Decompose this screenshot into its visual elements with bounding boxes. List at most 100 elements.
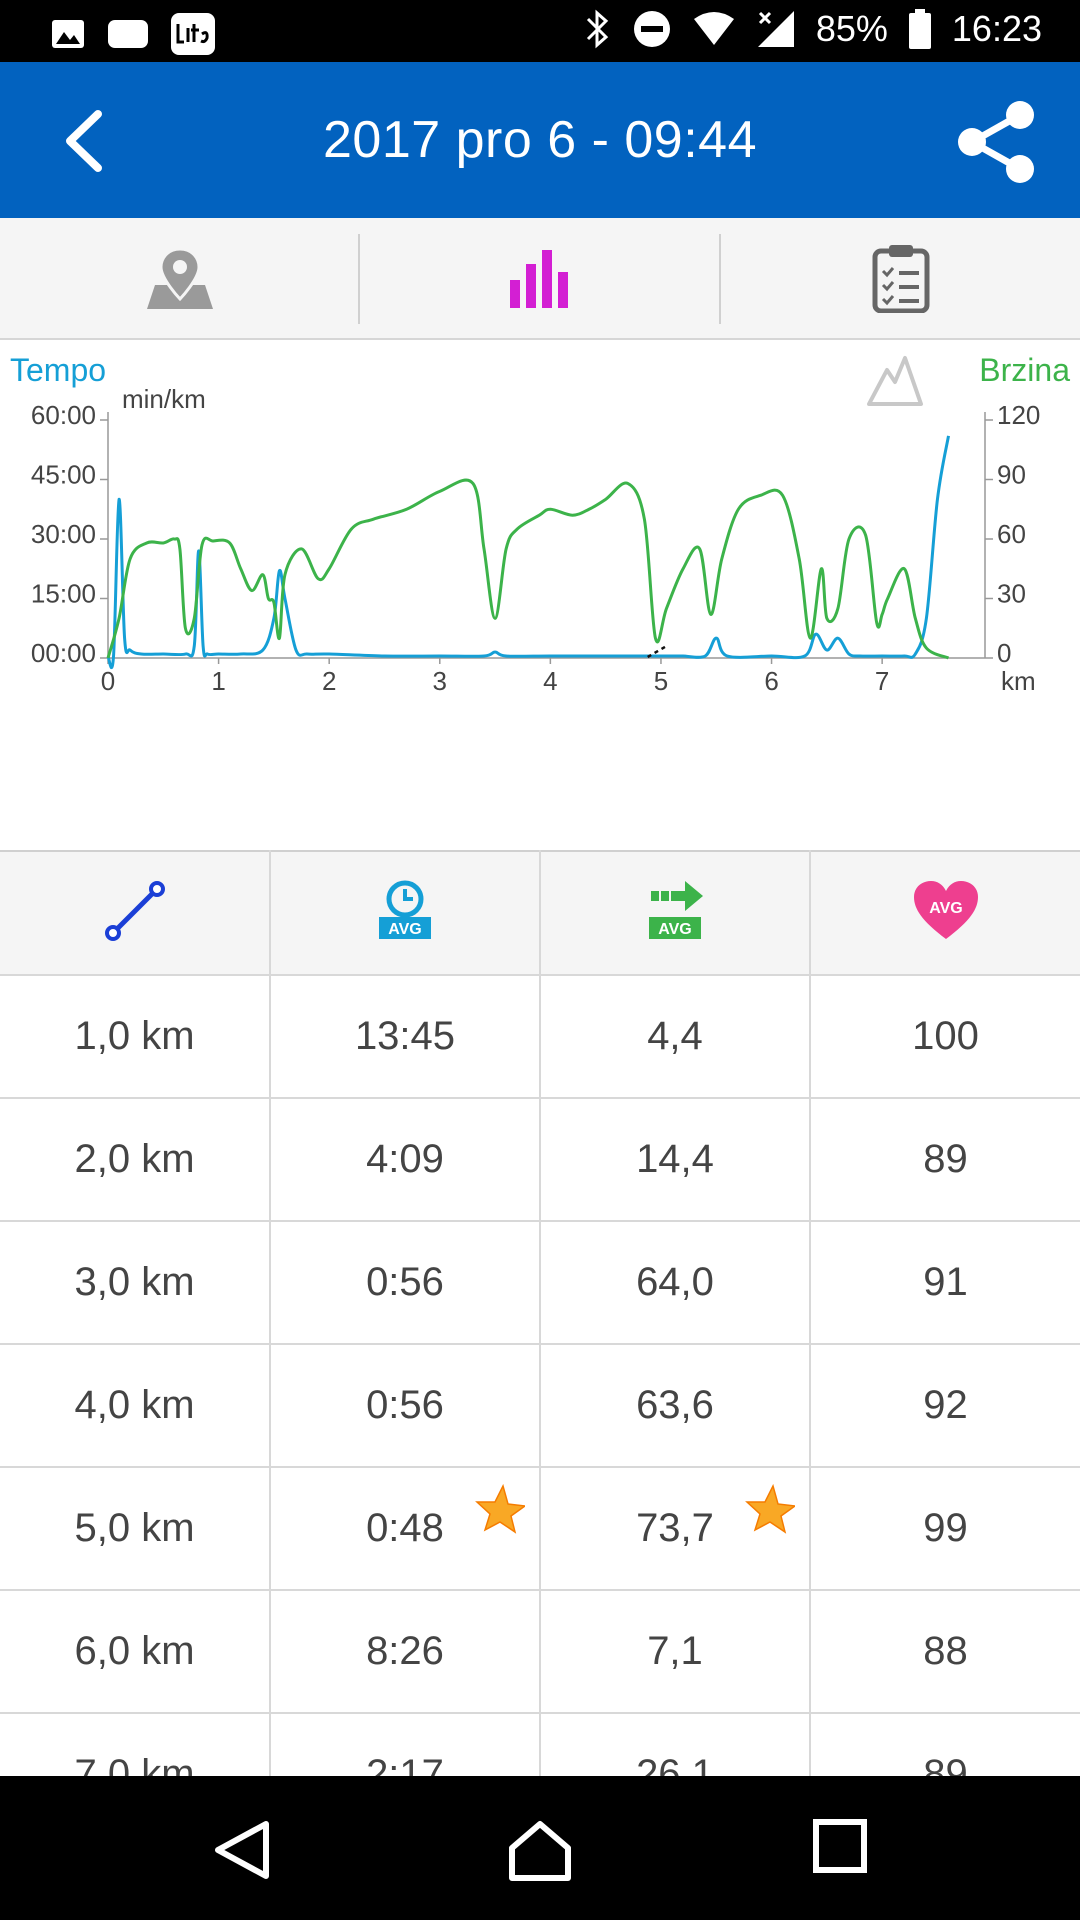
tab-divider [358,234,360,324]
header-avg-pace[interactable]: AVG [269,850,541,976]
cell-avg-heart-rate-value: 99 [923,1506,968,1550]
tab-charts[interactable] [360,218,719,338]
cell-distance: 5,0 km [0,1466,271,1591]
table-row: 2,0 km 4:09 14,4 89 [0,1097,1080,1222]
cell-avg-pace-value: 0:48 [366,1506,444,1550]
table-row: 7,0 km 2:17 26,1 89 [0,1712,1080,1776]
cell-avg-pace-value: 2:17 [366,1752,444,1776]
back-arrow-icon[interactable] [50,106,120,176]
bluetooth-icon [586,9,609,49]
svg-text:AVG: AVG [929,900,962,917]
status-bar-system: 85% 16:23 [584,8,1042,50]
y-left-tick-label: 15:00 [31,579,96,609]
header-avg-heart-rate[interactable]: AVG [809,850,1080,976]
cell-avg-pace: 2:17 [269,1712,541,1776]
cell-avg-heart-rate-value: 88 [923,1629,968,1673]
image-icon [52,20,84,48]
cell-avg-speed: 63,6 [539,1343,811,1468]
cell-avg-speed: 4,4 [539,974,811,1099]
x-tick-label: 5 [654,666,668,696]
clipboard-list-icon [872,245,929,313]
y-right-tick-label: 60 [997,519,1026,549]
svg-text:AVG: AVG [658,921,691,938]
cell-avg-speed: 14,4 [539,1097,811,1222]
legend-brzina[interactable]: Brzina [979,352,1070,388]
cell-avg-heart-rate: 89 [809,1097,1080,1222]
x-tick-label: 4 [543,666,557,696]
tab-summary[interactable] [721,218,1080,338]
battery-percentage: 85% [815,8,888,49]
splits-table-container: AVG AVG AVG [0,850,1080,1776]
cell-avg-pace-value: 0:56 [366,1260,444,1304]
signal-icon [757,11,794,47]
map-pin-icon [146,247,213,309]
cell-avg-speed-value: 7,1 [647,1629,703,1673]
do-not-disturb-icon [633,11,670,47]
splits-table: AVG AVG AVG [0,850,1080,1776]
elevation-toggle-icon[interactable] [865,348,925,408]
view-tabs [0,218,1080,340]
cell-distance-value: 5,0 km [74,1506,195,1550]
back-triangle-icon[interactable] [210,1818,274,1882]
header-distance[interactable] [0,850,271,976]
status-bar: 85% 16:23 [0,0,1080,62]
share-icon[interactable] [952,97,1042,187]
cell-avg-speed: 26,1 [539,1712,811,1776]
tab-map[interactable] [0,218,359,338]
cell-distance: 4,0 km [0,1343,271,1468]
cell-avg-speed-value: 73,7 [636,1506,714,1550]
wifi-icon [693,12,734,45]
x-tick-label: 1 [211,666,225,696]
cell-avg-heart-rate: 91 [809,1220,1080,1345]
cell-avg-pace-value: 8:26 [366,1629,444,1673]
cloud-icon [108,20,148,48]
y-left-tick-label: 30:00 [31,519,96,549]
table-row: 4,0 km 0:56 63,6 92 [0,1343,1080,1468]
x-tick-label: 0 [101,666,115,696]
table-row: 1,0 km 13:45 4,4 100 [0,974,1080,1099]
table-row: 3,0 km 0:56 64,0 91 [0,1220,1080,1345]
legend-tempo[interactable]: Tempo [10,352,107,388]
cell-distance-value: 4,0 km [74,1383,195,1427]
cell-avg-speed: 64,0 [539,1220,811,1345]
life-app-icon [171,13,215,55]
cell-avg-heart-rate: 99 [809,1466,1080,1591]
distance-icon [104,880,165,941]
status-bar-notifications [50,12,216,56]
cell-distance: 1,0 km [0,974,271,1099]
avg-heart-rate-icon: AVG [913,880,978,939]
system-nav-bar [0,1776,1080,1920]
cell-avg-heart-rate-value: 100 [912,1014,979,1058]
cell-avg-heart-rate-value: 89 [923,1752,968,1776]
cell-avg-pace: 13:45 [269,974,541,1099]
table-row: 5,0 km 0:48 73,7 99 [0,1466,1080,1591]
cell-avg-pace: 4:09 [269,1097,541,1222]
battery-icon [908,9,931,49]
avg-pace-icon: AVG [379,880,431,939]
cell-avg-speed-value: 14,4 [636,1137,714,1181]
y-right-tick-label: 30 [997,579,1026,609]
y-right-tick-label: 90 [997,460,1026,490]
x-tick-label: 2 [322,666,336,696]
cell-avg-heart-rate: 89 [809,1712,1080,1776]
cell-avg-pace: 8:26 [269,1589,541,1714]
page-title: 2017 pro 6 - 09:44 [323,111,757,169]
chart-panel: Tempo Brzina min/km 60:00 45:00 30:00 15:00 0… [0,340,1080,850]
series-line-tempo [106,435,950,669]
cell-avg-heart-rate: 100 [809,974,1080,1099]
svg-text:AVG: AVG [388,921,421,938]
y-right-tick-label: 0 [997,638,1011,668]
x-tick-label: 6 [764,666,778,696]
header-avg-speed[interactable]: AVG [539,850,811,976]
x-tick-label: 3 [433,666,447,696]
cell-avg-speed-value: 4,4 [647,1014,703,1058]
recents-square-icon[interactable] [812,1818,868,1874]
cell-distance-value: 1,0 km [74,1014,195,1058]
best-star-icon [743,1483,798,1544]
y-left-tick-label: 45:00 [31,460,96,490]
y-left-tick-label: 60:00 [31,400,96,430]
cell-distance: 2,0 km [0,1097,271,1222]
home-icon[interactable] [506,1818,574,1882]
x-tick-label: 7 [875,666,889,696]
cell-distance-value: 7,0 km [74,1752,195,1776]
